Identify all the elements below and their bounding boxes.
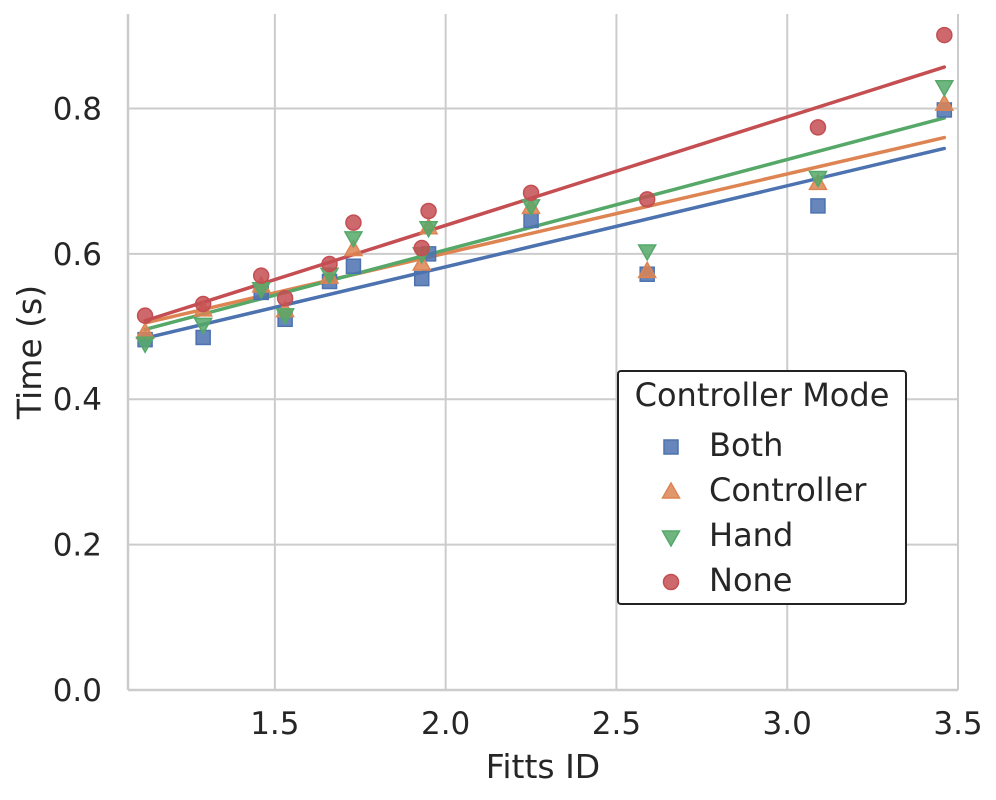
tick-labels: 1.5 2.0 2.5 3.0 3.5 0.0 0.2 0.4 0.6 0.8	[53, 91, 983, 742]
data-points	[135, 26, 955, 354]
legend-label-hand: Hand	[709, 516, 793, 554]
y-tick-label: 0.2	[53, 528, 102, 564]
data-point-hand	[637, 244, 657, 262]
data-point-hand	[193, 317, 213, 335]
y-tick-label: 0.4	[53, 382, 102, 418]
data-point-none	[936, 26, 953, 44]
legend-title: Controller Mode	[635, 376, 890, 414]
data-point-hand	[135, 336, 155, 354]
legend-items: Both Controller Hand None	[661, 426, 867, 599]
data-point-controller	[135, 321, 155, 340]
data-point-none	[194, 295, 212, 313]
data-point-hand	[343, 231, 364, 249]
y-axis-title: Time (s)	[10, 285, 49, 420]
data-point-none	[136, 307, 154, 324]
x-tick-label: 3.5	[933, 706, 982, 742]
data-point-hand	[808, 170, 828, 189]
legend-label-controller: Controller	[709, 471, 867, 509]
legend-frame	[617, 370, 907, 605]
axis-spines	[126, 14, 958, 692]
data-point-hand	[934, 79, 955, 98]
legend-label-both: Both	[709, 426, 783, 464]
data-point-both	[413, 270, 430, 287]
y-tick-label: 0.6	[53, 237, 102, 273]
x-tick-label: 1.5	[250, 706, 299, 742]
legend-marker-none	[662, 573, 680, 591]
legend-marker-hand	[661, 530, 681, 548]
data-point-hand	[275, 308, 295, 326]
legend-marker-both	[663, 439, 679, 455]
x-tick-label: 2.5	[592, 706, 641, 742]
data-point-none	[276, 289, 294, 307]
data-point-controller	[637, 260, 657, 279]
data-point-none	[638, 191, 656, 208]
data-point-both	[345, 258, 362, 274]
y-tick-label: 0.0	[53, 673, 102, 709]
data-point-none	[809, 119, 827, 136]
x-tick-label: 2.0	[421, 706, 470, 742]
fit-line-controller	[143, 135, 947, 325]
data-point-controller	[934, 93, 955, 111]
grid-lines	[128, 14, 959, 690]
y-tick-label: 0.8	[53, 91, 102, 127]
data-point-both	[810, 198, 826, 214]
data-point-none	[345, 214, 362, 231]
legend-label-none: None	[709, 561, 792, 599]
x-tick-label: 3.0	[763, 706, 812, 742]
data-point-none	[522, 184, 540, 202]
legend: Controller Mode Both Controller Hand None	[617, 370, 907, 605]
data-point-none	[413, 239, 430, 257]
fit-line-none	[143, 65, 947, 323]
legend-marker-controller	[661, 481, 681, 499]
x-axis-title: Fitts ID	[486, 747, 600, 786]
data-point-none	[420, 202, 437, 220]
data-point-none	[252, 267, 270, 284]
fit-line-both	[143, 146, 947, 340]
data-point-none	[321, 255, 338, 273]
data-point-hand	[418, 220, 439, 239]
